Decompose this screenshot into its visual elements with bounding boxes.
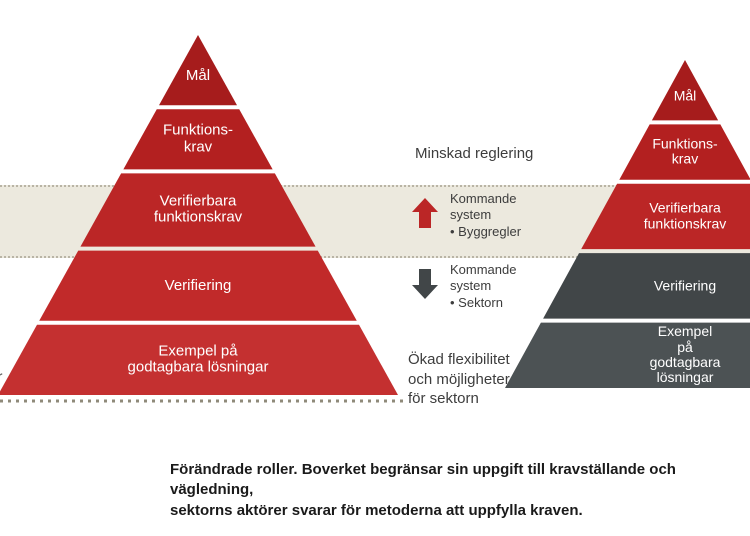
- pyramid-right: [0, 0, 750, 536]
- diagram-canvas: Minskad reglering Kommande system • Bygg…: [0, 0, 750, 536]
- pyramid-level: [619, 124, 750, 179]
- center-title: Minskad reglering: [415, 145, 533, 162]
- pyramid-level: [652, 60, 718, 120]
- pyramid-level: [543, 253, 750, 318]
- pyramid-level: [505, 323, 750, 388]
- pyramid-level: [581, 184, 750, 249]
